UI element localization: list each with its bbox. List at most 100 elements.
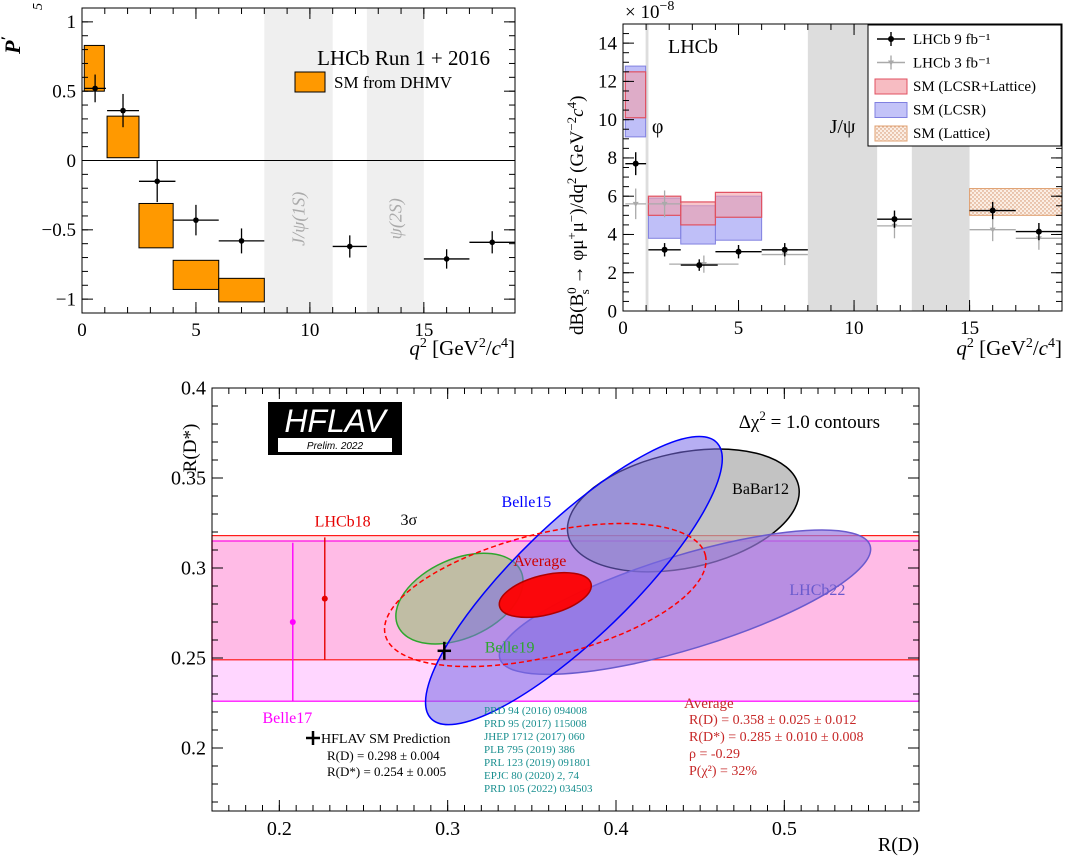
x-axis-label: q2 [GeV2/c4] [409, 336, 515, 360]
legend-swatch [874, 125, 908, 142]
legend-swatch [874, 78, 908, 95]
y-tick-label: 0.4 [181, 378, 206, 400]
y-tick-label: −0.5 [42, 220, 76, 241]
ellipse-label: LHCb22 [789, 582, 845, 599]
legend-marker [888, 60, 894, 66]
data-point [489, 239, 496, 246]
ellipse-label: 3σ [401, 512, 418, 529]
x-tick-label: 0 [77, 320, 87, 341]
x-tick-label: 15 [960, 318, 979, 339]
y-tick-label: 12 [598, 72, 617, 93]
y-axis-label-sub: 5 [31, 3, 46, 10]
sm-legend-rd: R(D) = 0.298 ± 0.004 [327, 748, 440, 763]
x-axis-label: R(D) [878, 834, 919, 856]
region-label: J/ψ [830, 116, 856, 138]
x-tick-label: 5 [734, 318, 744, 339]
sm-legend: HFLAV SM Prediction R(D) = 0.298 ± 0.004… [306, 731, 450, 779]
data-point [1035, 228, 1042, 235]
vetoed-region [807, 24, 878, 311]
data-point [443, 256, 450, 262]
ellipse-label: Average [513, 553, 566, 570]
sm-band [138, 202, 174, 249]
exponent-label: × 10−8 [625, 0, 674, 23]
average-line: R(D*) = 0.285 ± 0.010 ± 0.008 [689, 730, 864, 745]
reference-item: PRL 123 (2019) 091801 [484, 757, 591, 769]
y-tick-label: 0.3 [181, 558, 206, 580]
y-tick-label: −1 [56, 289, 76, 310]
legend-label-sm: SM from DHMV [334, 73, 453, 92]
x-tick-label: 0.5 [772, 818, 797, 840]
ellipse-label: BaBar12 [732, 481, 789, 498]
data-point [120, 107, 126, 114]
data-point [632, 160, 639, 167]
run1-point [661, 201, 668, 207]
data-point [735, 248, 742, 255]
logo-subtext: Prelim. 2022 [307, 441, 364, 452]
x-tick-label: 0.2 [267, 818, 292, 840]
sm-band [218, 277, 265, 303]
ellipse-label: Belle15 [502, 494, 552, 511]
reference-item: PLB 795 (2019) 386 [484, 744, 575, 756]
measurement-point [289, 619, 296, 625]
x-tick-label: 0.4 [604, 818, 629, 840]
data-point [891, 216, 898, 223]
data-point [661, 246, 668, 253]
logo-text: HFLAV [284, 403, 388, 439]
legend-label: SM (Lattice) [913, 126, 990, 142]
y-tick-label: 0 [67, 151, 77, 172]
y-tick-label: 4 [608, 225, 618, 246]
legend-label: LHCb 3 fb⁻¹ [913, 56, 990, 72]
ellipse-label: Belle17 [263, 710, 313, 727]
legend-label: SM (LCSR) [913, 103, 986, 119]
legend-swatch-sm [294, 71, 326, 93]
average-line: P(χ²) = 32% [689, 764, 757, 779]
y-tick-label: 1 [67, 12, 77, 33]
experiment-label: LHCb Run 1 + 2016 [317, 46, 490, 70]
vetoed-region [645, 24, 649, 311]
average-line: R(D) = 0.358 ± 0.025 ± 0.012 [689, 713, 857, 728]
sm-band [172, 259, 220, 290]
y-tick-label: 0.5 [52, 81, 76, 102]
average-line: ρ = -0.29 [689, 747, 740, 762]
vetoed-region-label: J/ψ(1S) [289, 192, 310, 246]
y-tick-label: 0.25 [171, 648, 206, 670]
x-tick-label: 15 [414, 320, 433, 341]
data-point [238, 238, 245, 244]
data-point [696, 262, 703, 269]
x-tick-label: 10 [845, 318, 864, 339]
reference-item: JHEP 1712 (2017) 060 [484, 731, 585, 743]
sm-lcsr-lattice-band [680, 201, 717, 226]
run1-point [989, 227, 996, 233]
sm-lcsr-lattice-band [624, 71, 647, 119]
data-point [92, 85, 98, 92]
experiment-label: LHCb [668, 36, 718, 58]
y-tick-label: 0.35 [171, 468, 206, 490]
contour-label: Δχ2 = 1.0 contours [739, 408, 880, 433]
x-tick-label: 10 [300, 320, 319, 341]
hflav-logo: HFLAV Prelim. 2022 [268, 402, 402, 455]
data-point [989, 207, 996, 214]
y-tick-label: 8 [608, 148, 618, 169]
x-tick-label: 0 [618, 318, 628, 339]
vetoed-region-label: ψ(2S) [385, 198, 406, 239]
sm-legend-rdstar: R(D*) = 0.254 ± 0.005 [327, 764, 446, 779]
average-title: Average [684, 696, 734, 712]
x-tick-label: 5 [191, 320, 201, 341]
y-tick-label: 10 [598, 110, 617, 131]
y-tick-label: 0.2 [181, 738, 206, 760]
ellipse-label: LHCb18 [315, 514, 371, 531]
ellipse-label: Belle19 [485, 640, 535, 657]
legend-swatch [874, 102, 908, 118]
sm-band [83, 44, 105, 92]
data-point [346, 243, 353, 250]
data-point [781, 246, 788, 253]
data-point [154, 178, 161, 185]
average-result: Average R(D) = 0.358 ± 0.025 ± 0.012 R(D*… [684, 696, 864, 779]
sm-legend-title: HFLAV SM Prediction [321, 732, 450, 747]
legend-marker [888, 36, 894, 42]
sm-lattice-band [969, 188, 1063, 216]
data-point [193, 217, 199, 223]
p5prime-panel: J/ψ(1S) ψ(2S) 0 5 10 15 1 0.5 0 −0.5 −1 LHCb Run … [0, 3, 516, 360]
